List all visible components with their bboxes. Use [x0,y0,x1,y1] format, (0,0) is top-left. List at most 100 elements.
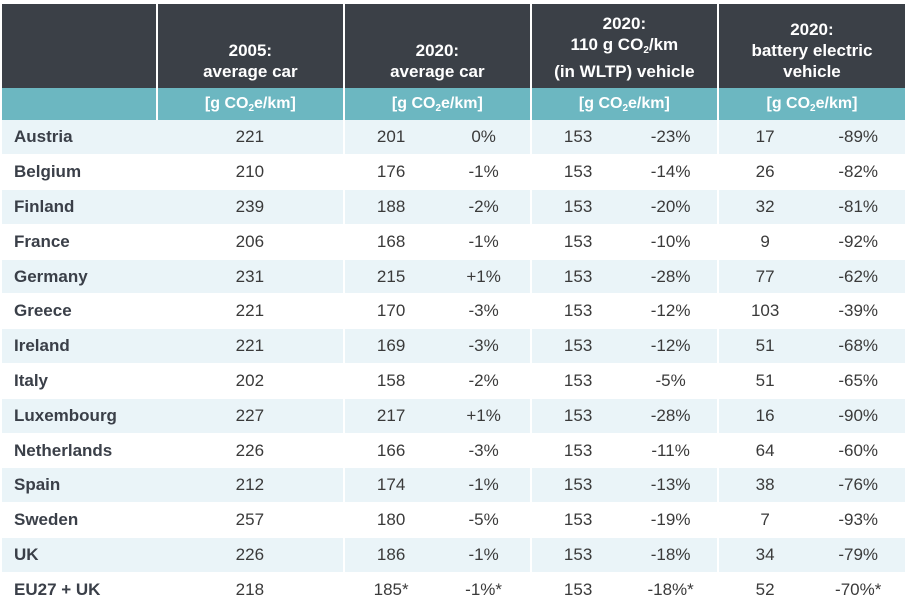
header-2020wltp-line2-a: 110 g CO [570,35,644,54]
table-row: Ireland 221 169 -3% 153 -12% 51 -68% [2,328,905,365]
value-wltp-cell: 153 [530,293,625,330]
value-bev-cell: 77 [717,259,812,295]
unit-sub: 2 [810,102,816,114]
country-cell: Germany [2,259,157,295]
value-2005-cell: 231 [156,259,345,295]
header-country-blank [2,4,158,88]
pct-wltp-cell: -5% [624,363,719,399]
country-cell: Netherlands [2,433,157,469]
pct-bev-cell: -93% [811,502,905,539]
unit-prefix: [g CO [578,94,623,112]
value-2020-avg-cell: 169 [343,328,438,365]
table-row: Italy 202 158 -2% 153 -5% 51 -65% [2,363,905,399]
pct-wltp-cell: -20% [624,189,719,225]
unit-2020-bev: [g CO2e/km] [717,88,905,120]
unit-prefix: [g CO [766,94,811,112]
value-2005-cell: 218 [156,572,345,608]
header-2005-line2: average car [203,62,298,81]
country-cell: Belgium [2,154,157,191]
table-row: Sweden 257 180 -5% 153 -19% 7 -93% [2,502,905,539]
pct-2020-avg-cell: -3% [437,433,532,469]
value-bev-cell: 103 [717,293,812,330]
header-2020-average-car: 2020: average car [343,4,532,88]
value-2020-avg-cell: 215 [343,259,438,295]
pct-2020-avg-cell: -2% [437,363,532,399]
unit-2005: [g CO2e/km] [156,88,345,120]
unit-sub: 2 [435,102,442,114]
country-cell: Sweden [2,502,157,539]
value-2005-cell: 221 [156,120,345,156]
country-cell: Italy [2,363,157,399]
table-row: Finland 239 188 -2% 153 -20% 32 -81% [2,189,905,225]
header-2020wltp-line3: (in WLTP) vehicle [554,62,695,81]
table-row: Netherlands 226 166 -3% 153 -11% 64 -60% [2,433,905,469]
value-2020-avg-cell: 166 [343,433,438,469]
value-2020-avg-cell: 188 [343,189,438,225]
pct-2020-avg-cell: -1%* [437,572,532,608]
value-2020-avg-cell: 176 [343,154,438,191]
pct-2020-avg-cell: +1% [437,259,532,295]
table-row: Austria 221 201 0% 153 -23% 17 -89% [2,120,905,156]
country-cell: Spain [2,467,157,504]
value-2005-cell: 212 [156,467,345,504]
unit-suffix: e/km] [815,94,858,112]
country-cell: Austria [2,120,157,156]
value-2020-avg-cell: 185* [343,572,438,608]
pct-bev-cell: -65% [811,363,905,399]
unit-sub: 2 [622,102,629,114]
value-2005-cell: 202 [156,363,345,399]
header-2005-average-car: 2005: average car [156,4,345,88]
unit-suffix: e/km] [441,94,483,112]
value-wltp-cell: 153 [530,328,625,365]
pct-bev-cell: -92% [811,224,905,260]
pct-wltp-cell: -10% [624,224,719,260]
value-bev-cell: 17 [717,120,812,156]
pct-2020-avg-cell: 0% [437,120,532,156]
pct-2020-avg-cell: -3% [437,293,532,330]
header-bev-line3: vehicle [783,62,841,81]
value-wltp-cell: 153 [530,398,625,434]
pct-2020-avg-cell: -3% [437,328,532,365]
unit-country-blank [2,88,158,120]
pct-bev-cell: -76% [811,467,905,504]
country-cell: Luxembourg [2,398,157,434]
header-2020avg-line1: 2020: [415,41,460,60]
unit-sub: 2 [248,102,254,114]
value-2005-cell: 226 [156,433,345,469]
pct-wltp-cell: -12% [624,293,719,330]
pct-bev-cell: -70%* [811,572,905,608]
value-wltp-cell: 153 [530,502,625,539]
pct-wltp-cell: -18%* [624,572,719,608]
pct-bev-cell: -89% [811,120,905,156]
unit-suffix: e/km] [254,94,296,112]
pct-wltp-cell: -19% [624,502,719,539]
value-wltp-cell: 153 [530,572,625,608]
country-cell: UK [2,537,157,573]
unit-row: [g CO2e/km] [g CO2e/km] [g CO2e/km] [g C… [2,88,905,120]
value-2005-cell: 239 [156,189,345,225]
value-2005-cell: 206 [156,224,345,260]
value-2020-avg-cell: 217 [343,398,438,434]
value-2020-avg-cell: 170 [343,293,438,330]
value-wltp-cell: 153 [530,224,625,260]
value-bev-cell: 34 [717,537,812,573]
value-2005-cell: 227 [156,398,345,434]
pct-bev-cell: -62% [811,259,905,295]
value-2005-cell: 221 [156,293,345,330]
header-2005-line1: 2005: [228,41,273,60]
pct-bev-cell: -90% [811,398,905,434]
value-bev-cell: 51 [717,328,812,365]
value-2005-cell: 221 [156,328,345,365]
pct-2020-avg-cell: +1% [437,398,532,434]
header-bev-line2: battery electric [751,41,873,60]
value-bev-cell: 51 [717,363,812,399]
value-2020-avg-cell: 158 [343,363,438,399]
unit-2020-avg: [g CO2e/km] [343,88,532,120]
value-bev-cell: 32 [717,189,812,225]
pct-wltp-cell: -12% [624,328,719,365]
value-bev-cell: 7 [717,502,812,539]
pct-2020-avg-cell: -1% [437,154,532,191]
value-bev-cell: 64 [717,433,812,469]
value-2005-cell: 226 [156,537,345,573]
pct-bev-cell: -39% [811,293,905,330]
